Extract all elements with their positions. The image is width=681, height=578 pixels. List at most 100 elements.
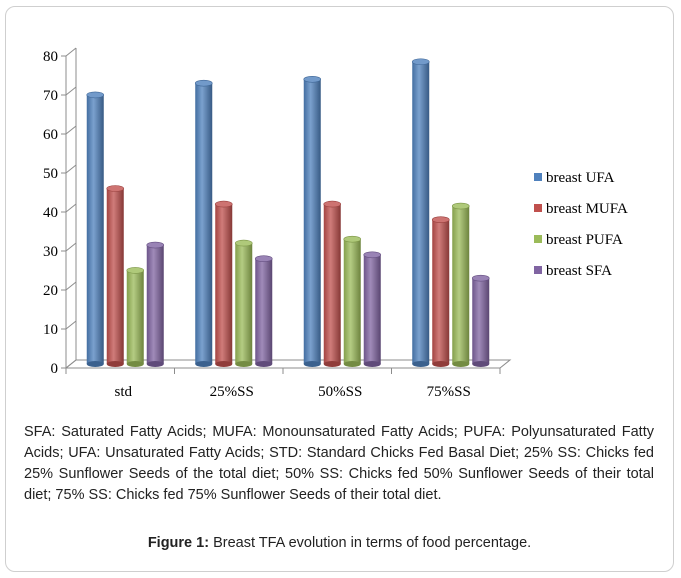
y-tick-label: 30 bbox=[43, 244, 58, 260]
y-tick-label: 70 bbox=[43, 88, 58, 104]
bar-base bbox=[432, 361, 450, 367]
bar-base bbox=[303, 361, 321, 367]
bar-base bbox=[363, 361, 381, 367]
x-tick-label: std bbox=[114, 384, 132, 400]
bar-body bbox=[343, 239, 361, 364]
bar bbox=[431, 216, 450, 367]
y-tick-label: 40 bbox=[43, 205, 58, 221]
bar-cap bbox=[471, 274, 490, 282]
bar bbox=[411, 58, 430, 367]
bar-cap bbox=[86, 91, 105, 99]
bar-base bbox=[412, 361, 430, 367]
chart-axes bbox=[61, 47, 512, 374]
bar-body bbox=[106, 188, 124, 364]
y-tick-diagonal bbox=[65, 164, 77, 174]
bar-body bbox=[195, 83, 213, 364]
bar bbox=[343, 235, 362, 367]
bar-body bbox=[432, 219, 450, 364]
bar-base bbox=[106, 361, 124, 367]
bar-cap bbox=[146, 241, 165, 249]
x-tick-label: 50%SS bbox=[318, 384, 362, 400]
bar bbox=[234, 239, 253, 367]
figure-label: Figure 1: bbox=[147, 535, 210, 551]
bar bbox=[126, 267, 145, 367]
y-tick-diagonal bbox=[65, 281, 77, 291]
bar bbox=[323, 200, 342, 367]
figure-caption: SFA: Saturated Fatty Acids; MUFA: Monoun… bbox=[24, 424, 654, 503]
legend-swatch bbox=[534, 173, 542, 181]
bar bbox=[451, 202, 470, 367]
bar-cap bbox=[214, 200, 233, 208]
y-tick-diagonal bbox=[65, 242, 77, 252]
x-axis-ticks: std 25%SS 50%SS 75%SS bbox=[114, 384, 470, 400]
figure-title-text: Breast TFA evolution in terms of food pe… bbox=[209, 535, 532, 551]
legend-entry: breast SFA bbox=[546, 263, 612, 279]
legend: breast UFA breast MUFA breast PUFA breast S… bbox=[534, 170, 628, 279]
bar bbox=[86, 91, 105, 367]
bar-base bbox=[323, 361, 341, 367]
bar-base bbox=[343, 361, 361, 367]
bar bbox=[471, 274, 490, 367]
bar-base bbox=[255, 361, 273, 367]
bar-chart: 0 10 20 30 40 50 60 70 80 std 25%SS 50%SS 75%SS bre… bbox=[43, 47, 628, 400]
y-tick-label: 80 bbox=[43, 49, 58, 65]
bar-cap bbox=[194, 79, 213, 87]
bar bbox=[194, 79, 213, 367]
bar-cap bbox=[411, 58, 430, 66]
x-tick-label: 25%SS bbox=[210, 384, 254, 400]
y-tick-label: 20 bbox=[43, 283, 58, 299]
bar-cap bbox=[363, 251, 382, 259]
bar-body bbox=[255, 258, 273, 364]
bar-body bbox=[412, 61, 430, 364]
bar-cap bbox=[451, 202, 470, 210]
bar-cap bbox=[303, 76, 322, 83]
bar-base bbox=[86, 361, 104, 367]
legend-entry: breast MUFA bbox=[546, 201, 628, 217]
chart-bars bbox=[86, 58, 490, 367]
bar-base bbox=[472, 361, 490, 367]
bar-body bbox=[363, 254, 381, 364]
bar-cap bbox=[126, 267, 145, 274]
legend-swatch bbox=[534, 266, 542, 274]
y-tick-diagonal bbox=[65, 125, 77, 135]
y-axis-ticks: 0 10 20 30 40 50 60 70 80 bbox=[43, 49, 58, 377]
y-tick-diagonal bbox=[65, 359, 77, 369]
bar-cap bbox=[343, 235, 362, 243]
bar-base bbox=[452, 361, 470, 367]
bar-cap bbox=[431, 216, 450, 223]
bar-cap bbox=[106, 185, 125, 192]
y-tick-label: 0 bbox=[51, 361, 59, 377]
y-tick-diagonal bbox=[65, 320, 77, 330]
bar-body bbox=[146, 245, 164, 364]
bar-body bbox=[86, 94, 104, 365]
x-tick-label: 75%SS bbox=[427, 384, 471, 400]
figure-title: Figure 1: Breast TFA evolution in terms … bbox=[5, 535, 674, 551]
bar-cap bbox=[254, 255, 273, 262]
bar-body bbox=[126, 270, 144, 364]
bar-body bbox=[323, 204, 341, 364]
bar bbox=[106, 185, 125, 367]
bar-cap bbox=[323, 200, 342, 208]
bar bbox=[214, 200, 233, 367]
bar-base bbox=[146, 361, 164, 367]
y-tick-diagonal bbox=[65, 47, 77, 57]
bar bbox=[363, 251, 382, 367]
bar-body bbox=[235, 243, 253, 364]
bar-body bbox=[452, 206, 470, 364]
bar-body bbox=[472, 278, 490, 364]
bar bbox=[303, 76, 322, 367]
y-tick-label: 10 bbox=[43, 322, 58, 338]
legend-entry: breast PUFA bbox=[546, 232, 623, 248]
bar-base bbox=[195, 361, 213, 367]
bar-base bbox=[235, 361, 253, 367]
legend-entry: breast UFA bbox=[546, 170, 615, 186]
legend-swatch bbox=[534, 235, 542, 243]
bar-body bbox=[303, 79, 321, 365]
bar bbox=[254, 255, 273, 367]
bar-base bbox=[215, 361, 233, 367]
y-tick-label: 60 bbox=[43, 127, 58, 143]
y-tick-diagonal bbox=[65, 203, 77, 213]
bar-base bbox=[126, 361, 144, 367]
y-tick-diagonal bbox=[65, 86, 77, 96]
legend-swatch bbox=[534, 204, 542, 212]
